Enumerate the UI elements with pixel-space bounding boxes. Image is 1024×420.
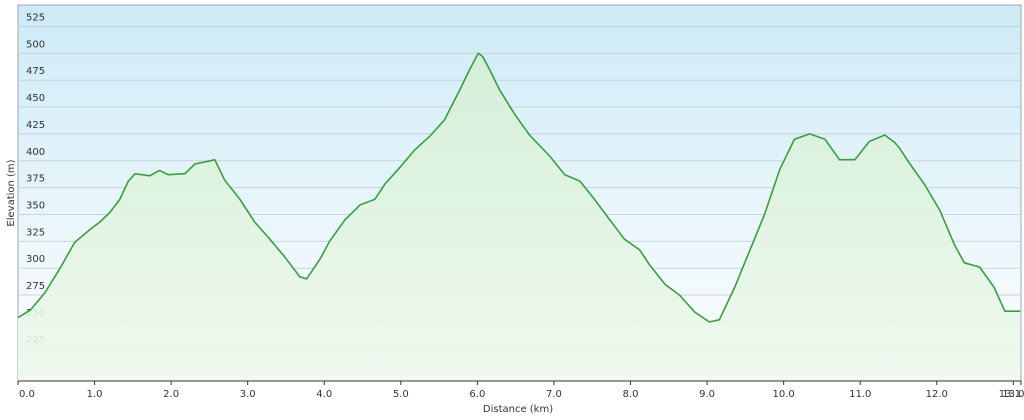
x-tick-label: 7.0 xyxy=(546,389,562,400)
y-tick-label: 525 xyxy=(26,12,45,23)
y-tick-label: 375 xyxy=(26,174,45,185)
x-tick-label: 9.0 xyxy=(699,389,715,400)
y-tick-label: 325 xyxy=(26,227,45,238)
y-tick-label: 300 xyxy=(26,254,45,265)
y-tick-label: 500 xyxy=(26,39,45,50)
x-tick-label: 4.0 xyxy=(316,389,332,400)
x-tick-label: 5.0 xyxy=(393,389,409,400)
x-tick-label: 6.0 xyxy=(469,389,485,400)
x-axis-label: Distance (km) xyxy=(483,404,553,415)
x-tick-label: 8.0 xyxy=(623,389,639,400)
y-axis-label: Elevation (m) xyxy=(6,159,17,226)
y-tick-label: 475 xyxy=(26,66,45,77)
elevation-line xyxy=(17,52,1021,323)
x-tick-label: 13.0 xyxy=(1002,389,1024,400)
x-tick-label: 13.1 xyxy=(999,389,1021,400)
area-fill xyxy=(18,53,1021,382)
x-tick-label: 3.0 xyxy=(240,389,256,400)
y-tick-label: 450 xyxy=(26,93,45,104)
x-tick-label: 1.0 xyxy=(87,389,103,400)
y-tick-label: 275 xyxy=(26,281,45,292)
x-tick-label: 10.0 xyxy=(773,389,795,400)
x-tick-label: 11.0 xyxy=(849,389,871,400)
y-tick-label: 400 xyxy=(26,147,45,158)
x-tick-label: 2.0 xyxy=(163,389,179,400)
x-tick-label: 0.0 xyxy=(19,389,35,400)
x-tick-label: 12.0 xyxy=(926,389,948,400)
y-tick-label: 425 xyxy=(26,120,45,131)
y-tick-label: 350 xyxy=(26,200,45,211)
